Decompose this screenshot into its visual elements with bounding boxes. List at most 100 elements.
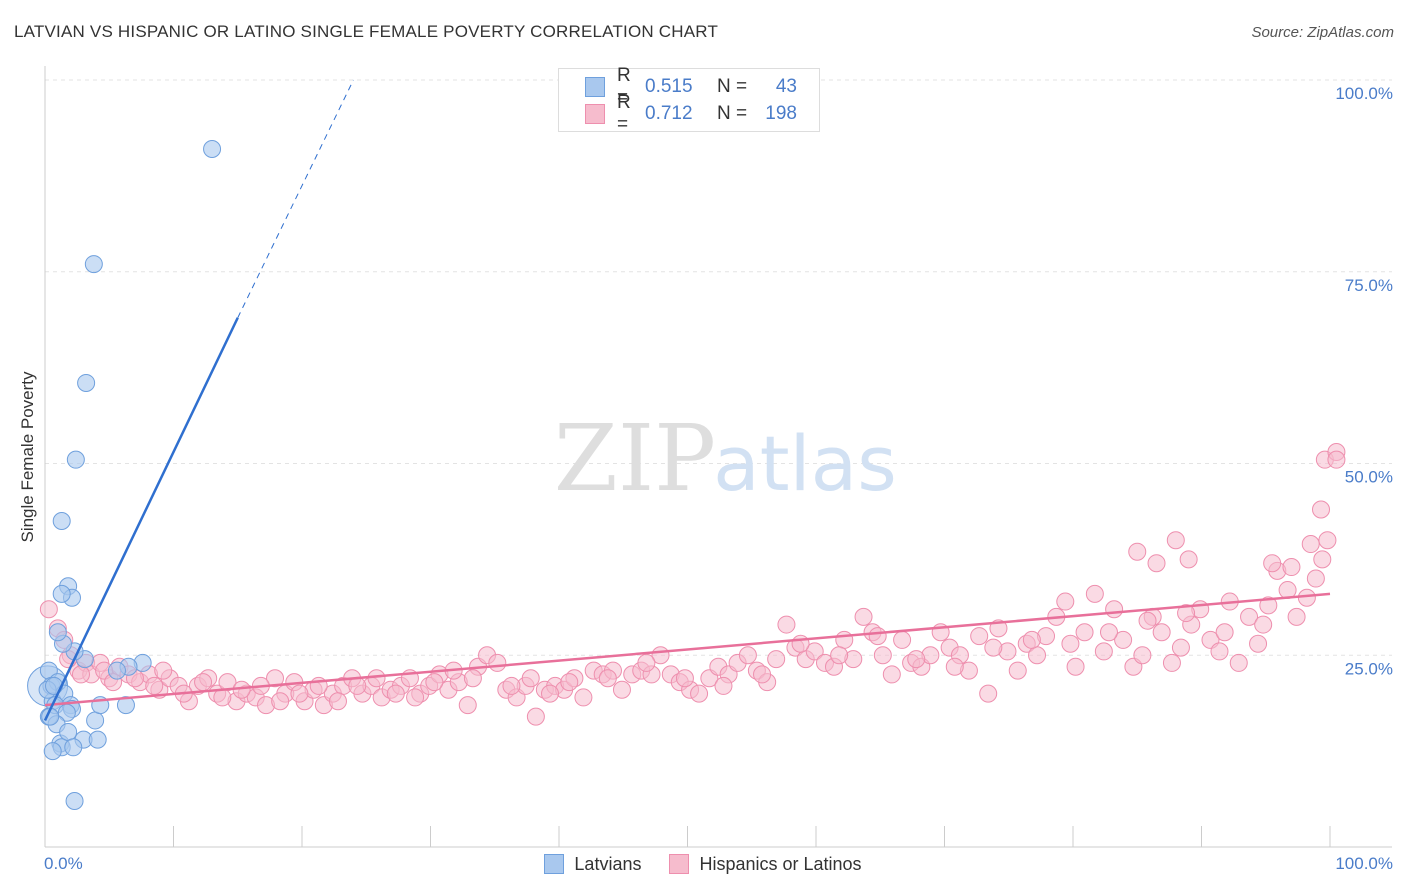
- hispanic-point: [1099, 623, 1118, 642]
- hispanic-point: [1179, 550, 1198, 569]
- y-tick-label: 50.0%: [1345, 468, 1393, 487]
- hispanic-point: [1066, 657, 1085, 676]
- hispanic-point: [1327, 450, 1346, 469]
- latvian-point: [84, 255, 103, 274]
- hispanic-point: [560, 673, 579, 692]
- source-label: Source: ZipAtlas.com: [1251, 24, 1394, 41]
- series-legend: Latvians Hispanics or Latinos: [0, 852, 1406, 876]
- hispanic-point: [574, 688, 593, 707]
- n-value: 198: [765, 103, 797, 124]
- hispanic-point: [348, 676, 367, 695]
- hispanic-point: [1259, 596, 1278, 615]
- legend-row-latvians: R = 0.515 N = 43: [585, 65, 797, 108]
- hispanic-point: [777, 615, 796, 634]
- hispanic-point: [598, 669, 617, 688]
- latvian-point: [86, 711, 105, 730]
- hispanic-point: [1297, 588, 1316, 607]
- latvian-point: [52, 584, 71, 603]
- latvians-swatch: [544, 854, 565, 874]
- hispanic-point: [767, 650, 786, 669]
- hispanic-point: [488, 653, 507, 672]
- hispanic-point: [1282, 558, 1301, 577]
- hispanic-point: [714, 676, 733, 695]
- hispanic-point: [612, 680, 631, 699]
- hispanic-point: [1114, 630, 1133, 649]
- hispanic-point: [526, 707, 545, 726]
- hispanic-point: [1263, 554, 1282, 573]
- hispanic-point: [1229, 653, 1248, 672]
- latvian-point: [52, 512, 71, 531]
- latvian-point: [116, 696, 135, 715]
- hispanics-swatch: [585, 104, 605, 124]
- hispanic-point: [39, 600, 58, 619]
- hispanic-point: [1138, 611, 1157, 630]
- r-label: R =: [617, 65, 631, 108]
- hispanic-point: [830, 646, 849, 665]
- hispanic-point: [907, 650, 926, 669]
- hispanic-point: [984, 638, 1003, 657]
- hispanic-point: [1240, 607, 1259, 626]
- latvian-point: [77, 373, 96, 392]
- hispanic-point: [690, 684, 709, 703]
- hispanic-point: [1215, 623, 1234, 642]
- hispanic-point: [1210, 642, 1229, 661]
- tick-labels: 25.0% 50.0% 75.0% 100.0% 0.0% 100.0%: [44, 84, 1393, 873]
- latvian-point: [65, 791, 84, 810]
- latvian-point: [203, 140, 222, 159]
- hispanic-point: [1287, 607, 1306, 626]
- chart-title: LATVIAN VS HISPANIC OR LATINO SINGLE FEM…: [14, 22, 719, 41]
- hispanic-point: [1152, 623, 1171, 642]
- hispanic-point: [1312, 500, 1331, 519]
- hispanic-point: [71, 665, 90, 684]
- latvians-swatch: [585, 77, 605, 97]
- y-tick-label: 75.0%: [1345, 276, 1393, 295]
- hispanic-point: [873, 646, 892, 665]
- hispanic-point: [145, 676, 164, 695]
- hispanic-point: [194, 673, 213, 692]
- latvian-point: [64, 738, 83, 757]
- hispanic-point: [854, 607, 873, 626]
- r-value: 0.712: [645, 103, 693, 124]
- watermark-atlas: atlas: [713, 419, 897, 508]
- hispanic-point: [1306, 569, 1325, 588]
- hispanic-point: [502, 676, 521, 695]
- correlation-legend: R = 0.515 N = 43 R = 0.712 N = 198: [558, 65, 820, 135]
- trend-lines: [43, 79, 1331, 721]
- x-tick-label: 100.0%: [1335, 854, 1393, 873]
- hispanic-point: [1105, 600, 1124, 619]
- hispanic-point: [1166, 531, 1185, 550]
- hispanic-point: [1056, 592, 1075, 611]
- hispanic-point: [1128, 542, 1147, 561]
- hispanic-point: [1085, 584, 1104, 603]
- n-label: N =: [717, 103, 748, 124]
- hispanic-point: [1008, 661, 1027, 680]
- hispanic-point: [1133, 646, 1152, 665]
- n-label: N =: [717, 76, 748, 97]
- hispanic-point: [541, 684, 560, 703]
- x-tick-label: 0.0%: [44, 854, 83, 873]
- hispanic-point: [328, 692, 347, 711]
- y-tick-label: 100.0%: [1335, 84, 1393, 103]
- hispanic-point: [458, 696, 477, 715]
- hispanic-point: [1313, 550, 1332, 569]
- hispanic-point: [637, 653, 656, 672]
- hispanic-point: [738, 646, 757, 665]
- hispanic-trend-line: [44, 592, 1331, 707]
- grid-lines: [45, 79, 1392, 656]
- hispanic-point: [521, 669, 540, 688]
- hispanic-point: [868, 627, 887, 646]
- hispanic-point: [805, 642, 824, 661]
- legend-item-hispanics[interactable]: Hispanics or Latinos: [669, 854, 862, 875]
- hispanic-point: [835, 630, 854, 649]
- hispanic-point: [1177, 604, 1196, 623]
- legend-item-latvians[interactable]: Latvians: [544, 854, 641, 875]
- latvian-point: [59, 722, 78, 741]
- hispanic-point: [1171, 638, 1190, 657]
- latvian-point: [66, 450, 85, 469]
- latvian-series: [27, 140, 222, 810]
- hispanic-point: [945, 657, 964, 676]
- hispanic-point: [463, 669, 482, 688]
- latvian-point: [43, 742, 62, 761]
- hispanic-point: [753, 665, 772, 684]
